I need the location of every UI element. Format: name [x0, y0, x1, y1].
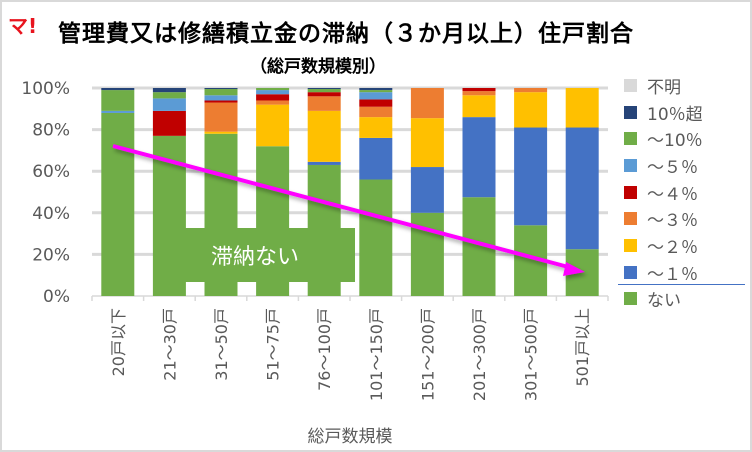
- x-tick-label: 31～50戸: [212, 308, 231, 381]
- bar-segment: [462, 117, 496, 198]
- bar-segment: [514, 88, 548, 93]
- y-tick-label: 80%: [32, 121, 70, 141]
- legend-label: ～３％: [647, 210, 698, 231]
- x-tick-label: 101～150戸: [367, 308, 386, 401]
- bar-segment: [152, 110, 186, 136]
- bar-segment: [462, 88, 496, 92]
- bar-segment: [152, 98, 186, 111]
- legend-label: 10％超: [647, 104, 703, 125]
- legend-item: ～５％: [624, 155, 698, 178]
- bar-segment: [307, 110, 341, 162]
- legend-item: 不明: [624, 75, 681, 98]
- bar-segment: [307, 89, 341, 93]
- chart-title: 管理費又は修繕積立金の滞納（３か月以上）住戸割合: [58, 21, 634, 47]
- legend-swatch: [624, 185, 637, 199]
- bar-segment: [359, 179, 393, 296]
- x-axis-label: 総戸数規模: [307, 427, 393, 447]
- legend-swatch: [624, 158, 637, 172]
- legend-label: 不明: [647, 77, 681, 98]
- bar-segment: [359, 99, 393, 107]
- legend-swatch: [624, 211, 637, 225]
- bar-segment: [204, 131, 238, 134]
- annotation-label: 滞納ない: [155, 228, 355, 282]
- logo: マ!: [8, 14, 38, 38]
- legend-label: ～５％: [647, 157, 698, 178]
- bar-segment: [565, 127, 599, 250]
- bar-segment: [410, 88, 444, 119]
- chart-subtitle: （総戸数規模別）: [250, 57, 386, 77]
- trend-arrow-line: [112, 144, 573, 270]
- bar-segment: [359, 106, 393, 118]
- bar-segment: [410, 118, 444, 168]
- legend-item: 10％超: [624, 102, 703, 125]
- bar-segment: [204, 89, 238, 96]
- legend-item: ～１％: [624, 262, 698, 285]
- legend-label: ～４％: [647, 184, 698, 205]
- y-tick-label: 0%: [43, 287, 70, 307]
- legend-swatch: [624, 78, 637, 92]
- bar-segment: [152, 88, 186, 93]
- legend-swatch: [624, 105, 637, 119]
- legend-swatch: [624, 131, 637, 145]
- bar-segment: [359, 90, 393, 93]
- bar-segment: [307, 92, 341, 97]
- bar-segment: [307, 96, 341, 111]
- bar-segment: [204, 88, 238, 90]
- bar-segment: [152, 92, 186, 99]
- bar-segment: [359, 117, 393, 138]
- bar-segment: [565, 88, 599, 128]
- bar-segment: [101, 90, 135, 111]
- legend-swatch: [624, 291, 637, 305]
- legend-swatch: [624, 265, 637, 279]
- x-tick-label: 301～500戸: [522, 308, 541, 401]
- bar-segment: [410, 167, 444, 213]
- x-tick-label: 151～200戸: [418, 308, 437, 401]
- x-tick-label: 201～300戸: [470, 308, 489, 401]
- bar-segment: [359, 88, 393, 91]
- trend-arrow-head: [563, 262, 585, 276]
- x-tick-label: 21～30戸: [160, 308, 179, 381]
- bar-segment: [307, 161, 341, 165]
- bar-segment: [204, 102, 238, 132]
- bar-segment: [101, 112, 135, 297]
- bar-segment: [307, 88, 341, 90]
- bar-segment: [256, 88, 290, 91]
- legend-divider: [618, 284, 745, 285]
- y-tick-label: 100%: [21, 79, 70, 99]
- bar-segment: [256, 90, 290, 95]
- bar-segment: [462, 95, 496, 118]
- bar-segment: [101, 110, 135, 113]
- bar-segment: [514, 92, 548, 128]
- legend-label: ～１％: [647, 264, 698, 285]
- bar-segment: [514, 127, 548, 226]
- bar-segment: [256, 100, 290, 105]
- x-tick-label: 76～100戸: [315, 308, 334, 391]
- legend-label: ～10％: [647, 130, 703, 151]
- legend-label: ない: [647, 290, 681, 311]
- bar-segment: [204, 100, 238, 103]
- bar-segment: [204, 95, 238, 101]
- x-tick-label: 501戸以上: [573, 308, 592, 387]
- bar-segment: [256, 104, 290, 147]
- legend-item: ない: [624, 288, 681, 311]
- legend-label: ～２％: [647, 237, 698, 258]
- legend-swatch: [624, 238, 637, 252]
- y-tick-label: 40%: [32, 204, 70, 224]
- bar-segment: [256, 94, 290, 101]
- legend-item: ～２％: [624, 235, 698, 258]
- bar-segment: [359, 137, 393, 180]
- y-tick-label: 20%: [32, 245, 70, 265]
- x-tick-label: 51～75戸: [264, 308, 283, 381]
- legend-item: ～10％: [624, 128, 703, 151]
- x-tick-label: 20戸以下: [109, 308, 128, 376]
- y-tick-label: 60%: [32, 162, 70, 182]
- legend-item: ～４％: [624, 182, 698, 205]
- legend-item: ～３％: [624, 208, 698, 231]
- bar-segment: [101, 88, 135, 91]
- bar-segment: [462, 91, 496, 96]
- bar-segment: [359, 92, 393, 100]
